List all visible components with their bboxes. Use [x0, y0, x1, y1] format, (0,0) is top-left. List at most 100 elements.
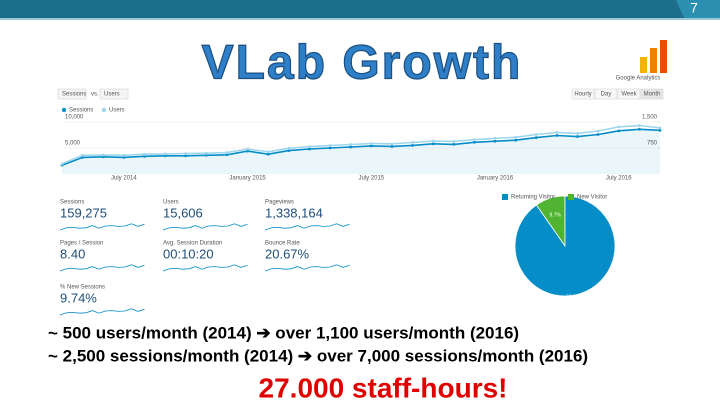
legend-swatch	[568, 194, 574, 200]
logo-bar	[650, 48, 657, 73]
bullet: ~ 2,500 sessions/month (2014) ➔ over 7,0…	[48, 346, 588, 365]
period-button[interactable]	[640, 88, 664, 100]
sparkline	[162, 264, 248, 272]
sparkline	[162, 223, 248, 231]
y2-tick-label: 1,500	[642, 115, 658, 121]
data-point	[122, 155, 126, 159]
y-tick-label: 10,000	[65, 115, 84, 121]
data-point	[534, 136, 538, 140]
data-point	[493, 136, 497, 140]
x-tick-label: July 2014	[111, 176, 137, 182]
data-point	[328, 144, 332, 147]
data-point	[287, 146, 291, 150]
analytics-screenshot: Sessions vs. Users	[57, 88, 129, 100]
x-tick-label: July 2016	[606, 176, 632, 182]
data-point	[596, 133, 600, 136]
sparkline	[264, 264, 350, 272]
period-button-label: Month	[644, 92, 661, 98]
data-point	[514, 138, 518, 142]
logo-bar	[660, 40, 667, 73]
data-point	[637, 124, 641, 127]
period-button[interactable]	[617, 88, 641, 100]
legend-label: Returning Visitor	[511, 195, 555, 201]
legend-label: Sessions	[69, 108, 93, 114]
slide-title: VLab Growth	[202, 37, 523, 90]
data-point	[473, 138, 476, 142]
data-point	[349, 143, 353, 146]
data-point	[576, 132, 579, 135]
period-button[interactable]	[571, 88, 595, 100]
metric-label: Sessions	[60, 200, 84, 206]
metric-label: Pageviews	[265, 200, 294, 206]
data-point	[555, 131, 559, 134]
data-point	[308, 147, 311, 151]
period-button[interactable]	[594, 88, 618, 100]
selector-vs: vs.	[91, 92, 99, 98]
metric-label: Bounce Rate	[265, 241, 300, 247]
logo-text: Google Analytics	[616, 76, 661, 82]
data-point	[328, 146, 332, 150]
metric-label: Pages / Session	[60, 241, 103, 247]
metric-value: 8.40	[60, 246, 85, 261]
data-point	[204, 151, 208, 155]
data-point	[184, 154, 188, 158]
legend-swatch	[101, 107, 107, 113]
sparkline	[59, 308, 145, 316]
data-point	[617, 125, 621, 129]
top-bar-accent	[676, 0, 720, 18]
pie-slice	[514, 195, 616, 297]
data-point	[431, 142, 435, 146]
data-point	[390, 145, 394, 148]
data-point	[122, 153, 126, 157]
period-button-label: Week	[621, 92, 637, 98]
selector-box[interactable]	[57, 88, 87, 100]
legend-swatch	[61, 107, 67, 113]
top-bar	[0, 0, 720, 18]
data-point	[411, 144, 414, 147]
data-point	[637, 127, 641, 131]
data-point	[101, 153, 105, 157]
pie-label: 90.3%	[566, 295, 581, 301]
data-point	[431, 139, 435, 143]
metric-value: 15,606	[163, 205, 203, 220]
logo-bar	[640, 57, 647, 73]
x-tick-label: July 2015	[358, 176, 384, 182]
data-point	[658, 128, 662, 132]
data-point	[266, 152, 270, 156]
data-point	[473, 140, 476, 144]
data-point	[266, 150, 270, 154]
ga-logo: Google Analytics	[616, 40, 667, 82]
data-point	[452, 142, 456, 146]
plot-area	[62, 116, 660, 174]
data-point	[555, 134, 559, 137]
data-point	[246, 149, 249, 153]
data-point	[81, 153, 85, 157]
data-point	[287, 149, 291, 153]
period-button-label: Hourly	[574, 92, 591, 98]
data-point	[658, 126, 662, 130]
data-point	[308, 145, 311, 149]
data-point	[349, 145, 353, 149]
metric-value: 9.74%	[60, 290, 97, 305]
y-tick-label: 5,000	[65, 141, 81, 147]
metric-value: 20.67%	[265, 246, 310, 261]
series-line	[61, 124, 661, 165]
bullet: ~ 500 users/month (2014) ➔ over 1,100 us…	[48, 323, 519, 342]
metric-value: 1,338,164	[265, 205, 323, 220]
slide-number: 7	[690, 0, 698, 16]
data-point	[369, 144, 373, 148]
selector-box[interactable]	[99, 88, 129, 100]
data-point	[225, 153, 229, 157]
data-point	[534, 133, 538, 136]
x-tick-label: January 2016	[477, 176, 514, 182]
data-point	[204, 153, 208, 157]
metric-value: 159,275	[60, 205, 107, 220]
data-point	[225, 151, 229, 154]
metric-label: % New Sessions	[60, 285, 105, 291]
metric-value: 00:10:20	[163, 246, 214, 261]
summary: ~ 500 users/month (2014) ➔ over 1,100 us…	[48, 323, 588, 403]
data-point	[143, 152, 146, 156]
data-point	[617, 129, 621, 133]
data-point	[390, 142, 394, 146]
